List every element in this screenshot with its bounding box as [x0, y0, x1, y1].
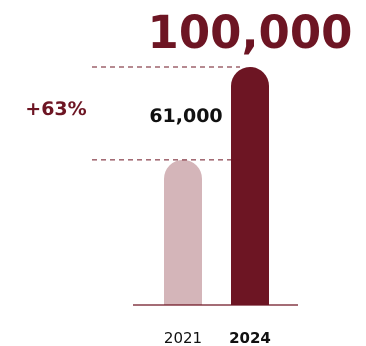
- change-label: +63%: [25, 98, 86, 120]
- bar-2021: [164, 159, 202, 305]
- data-label-2021: 61,000: [149, 105, 222, 127]
- x-tick-label-2024: 2024: [229, 329, 271, 346]
- x-tick-label-2021: 2021: [164, 329, 202, 346]
- bar-2024: [231, 67, 269, 305]
- data-label-2024: 100,000: [148, 6, 353, 59]
